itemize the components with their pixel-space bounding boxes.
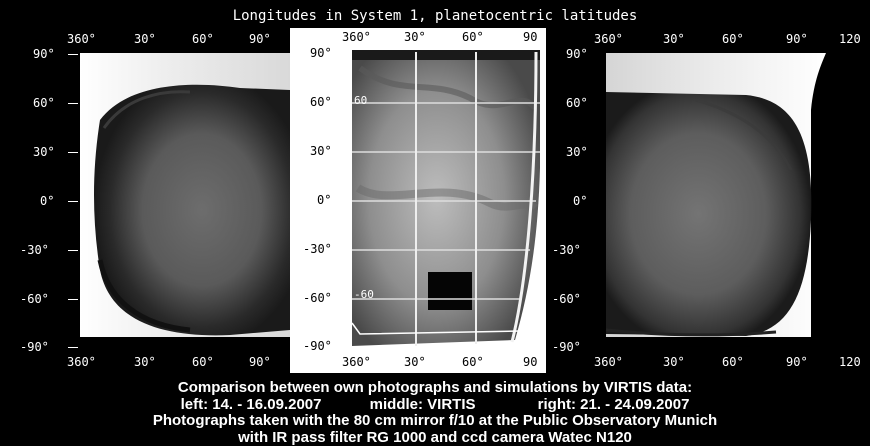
left-top-lon-label: 90° — [249, 32, 271, 46]
middle-panel: 60 -60 360° 30° 60° 90 360° 30° 60° 90 9… — [290, 28, 546, 373]
middle-bottom-lon-label: 30° — [404, 355, 426, 369]
caption: Comparison between own photographs and s… — [0, 379, 870, 446]
middle-lat-label: 0° — [317, 193, 332, 207]
left-tick — [68, 347, 78, 348]
right-top-lon-label: 360° — [594, 32, 623, 46]
left-panel: 360° 30° 60° 90° 360° 30° 60° 90° 90° 60… — [0, 0, 290, 370]
right-lat-label: 60° — [566, 96, 588, 110]
caption-left-label: left: 14. - 16.09.2007 — [180, 395, 322, 413]
middle-bottom-lon-label: 360° — [342, 355, 371, 369]
left-top-lon-label: 60° — [192, 32, 214, 46]
right-lat-label: 30° — [566, 145, 588, 159]
middle-bottom-lon-label: 90 — [523, 355, 538, 369]
caption-line-3: Photographs taken with the 80 cm mirror … — [152, 412, 718, 429]
right-bottom-lon-label: 90° — [786, 355, 808, 369]
left-bottom-lon-label: 90° — [249, 355, 271, 369]
right-panel: 360° 30° 60° 90° 120 360° 30° 60° 90° 12… — [546, 0, 870, 370]
right-top-lon-label: 120 — [839, 32, 861, 46]
middle-lat-label: 90° — [310, 46, 332, 60]
chart-header: Longitudes in System 1, planetocentric l… — [232, 8, 638, 24]
caption-line-4: with IR pass filter RG 1000 and ccd came… — [238, 428, 632, 446]
left-lat-label: 30° — [33, 145, 55, 159]
middle-lat-label: -90° — [303, 339, 332, 353]
right-bottom-lon-label: 60° — [722, 355, 744, 369]
left-lat-label: -90° — [20, 340, 49, 354]
right-bottom-lon-label: 360° — [594, 355, 623, 369]
caption-right-label: right: 21. - 24.09.2007 — [537, 395, 690, 413]
right-planet-image — [605, 53, 826, 337]
middle-top-lon-label: 60° — [462, 30, 484, 44]
left-top-lon-label: 30° — [134, 32, 156, 46]
middle-virtis-image — [351, 50, 540, 346]
right-lat-label: -30° — [552, 243, 581, 257]
left-bottom-lon-label: 360° — [67, 355, 96, 369]
right-lat-label: -90° — [552, 340, 581, 354]
left-tick — [68, 299, 78, 300]
middle-inner-label-60: 60 — [354, 94, 368, 107]
middle-lat-label: 60° — [310, 95, 332, 109]
left-planet-image — [80, 53, 290, 337]
right-lat-label: -60° — [552, 292, 581, 306]
middle-bottom-lon-label: 60° — [462, 355, 484, 369]
caption-line-1: Comparison between own photographs and s… — [177, 379, 693, 396]
left-tick — [68, 103, 78, 104]
right-lat-label: 90° — [566, 47, 588, 61]
right-top-lon-label: 30° — [663, 32, 685, 46]
middle-lat-label: -60° — [303, 291, 332, 305]
middle-lat-label: -30° — [303, 242, 332, 256]
left-lat-label: 60° — [33, 96, 55, 110]
left-tick — [68, 54, 78, 55]
left-tick — [68, 152, 78, 153]
right-bottom-lon-label: 30° — [663, 355, 685, 369]
right-bottom-lon-label: 120 — [839, 355, 861, 369]
left-top-lon-label: 360° — [67, 32, 96, 46]
middle-top-lon-label: 90 — [523, 30, 538, 44]
middle-lat-label: 30° — [310, 144, 332, 158]
left-bottom-lon-label: 30° — [134, 355, 156, 369]
left-lat-label: 0° — [40, 194, 55, 208]
caption-middle-label: middle: VIRTIS — [369, 395, 476, 413]
left-lat-label: 90° — [33, 47, 55, 61]
caption-line-2: left: 14. - 16.09.2007 middle: VIRTIS ri… — [0, 395, 870, 414]
left-lat-label: -60° — [20, 292, 49, 306]
middle-top-lon-label: 360° — [342, 30, 371, 44]
right-lat-label: 0° — [573, 194, 588, 208]
left-tick — [68, 201, 78, 202]
right-top-lon-label: 60° — [722, 32, 744, 46]
left-tick — [68, 250, 78, 251]
middle-top-lon-label: 30° — [404, 30, 426, 44]
right-top-lon-label: 90° — [786, 32, 808, 46]
left-lat-label: -30° — [20, 243, 49, 257]
left-bottom-lon-label: 60° — [192, 355, 214, 369]
middle-inner-label-m60: -60 — [354, 288, 374, 301]
